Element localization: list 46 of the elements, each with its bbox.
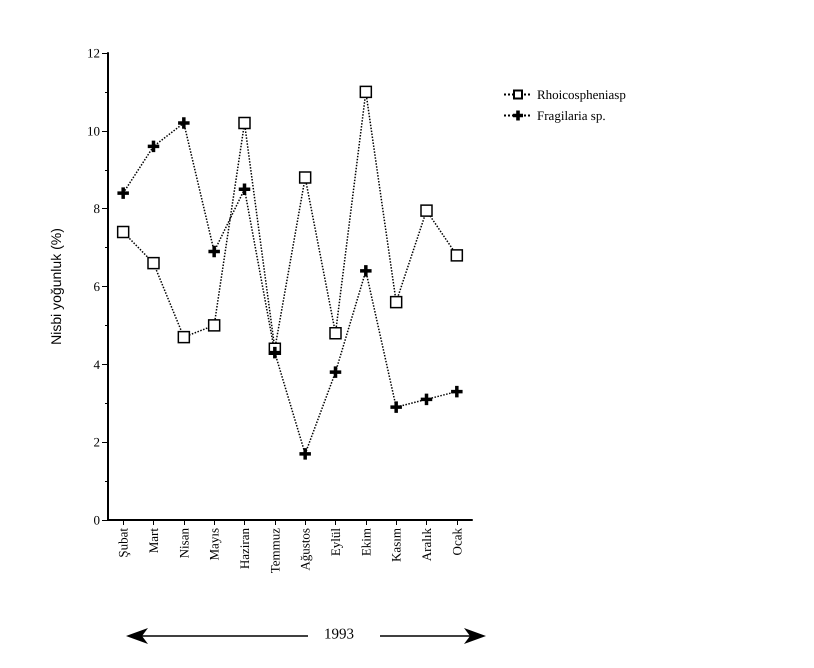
x-tick-label: Ekim: [358, 528, 374, 556]
y-tick-label: 2: [94, 434, 100, 450]
point: [299, 448, 311, 460]
x-tick-label: Aralık: [419, 528, 434, 562]
x-tick-label: Şubat: [116, 528, 131, 558]
point: [420, 394, 432, 406]
y-axis-title: Nisbi yoğunluk (%): [48, 228, 64, 345]
y-tick-label: 4: [94, 356, 100, 372]
x-tick-label: Kasım: [388, 528, 404, 562]
x-tick-label: Temmuz: [267, 528, 282, 574]
point: [208, 319, 220, 332]
point: [298, 171, 312, 184]
point: [360, 265, 372, 277]
point: [360, 86, 372, 98]
y-tick-label: 8: [94, 201, 100, 216]
point: [238, 183, 250, 195]
x-tick-label: Mayıs: [206, 528, 222, 560]
point: [147, 256, 160, 270]
x-tick-label: Nisan: [176, 528, 192, 558]
legend-label: Rhoicospheniasp: [537, 87, 626, 102]
point: [269, 346, 281, 358]
x-tick-label: Ağustos: [298, 528, 313, 571]
text: 1993: [324, 626, 354, 642]
point: [117, 187, 129, 199]
point: [238, 116, 251, 130]
y-tick-label: 0: [94, 512, 100, 528]
point: [450, 249, 464, 262]
point: [116, 226, 130, 238]
y-tick-label: 10: [87, 123, 100, 138]
x-tick-label: Haziran: [237, 528, 252, 570]
x-tick-label: Eylül: [328, 528, 343, 556]
point: [451, 386, 463, 398]
point: [420, 204, 433, 217]
point: [208, 246, 220, 258]
point: [390, 296, 402, 308]
y-tick-label: 6: [94, 279, 100, 294]
point: [390, 401, 402, 413]
x-tick-label: Ocak: [449, 528, 464, 556]
legend-label: Fragilaria sp.: [537, 108, 606, 123]
point: [329, 326, 342, 340]
point: [178, 117, 190, 129]
y-tick-label: 12: [87, 46, 100, 60]
point: [148, 140, 160, 152]
x-tick-label: Mart: [146, 528, 161, 554]
point: [330, 366, 342, 378]
point: [178, 330, 190, 344]
